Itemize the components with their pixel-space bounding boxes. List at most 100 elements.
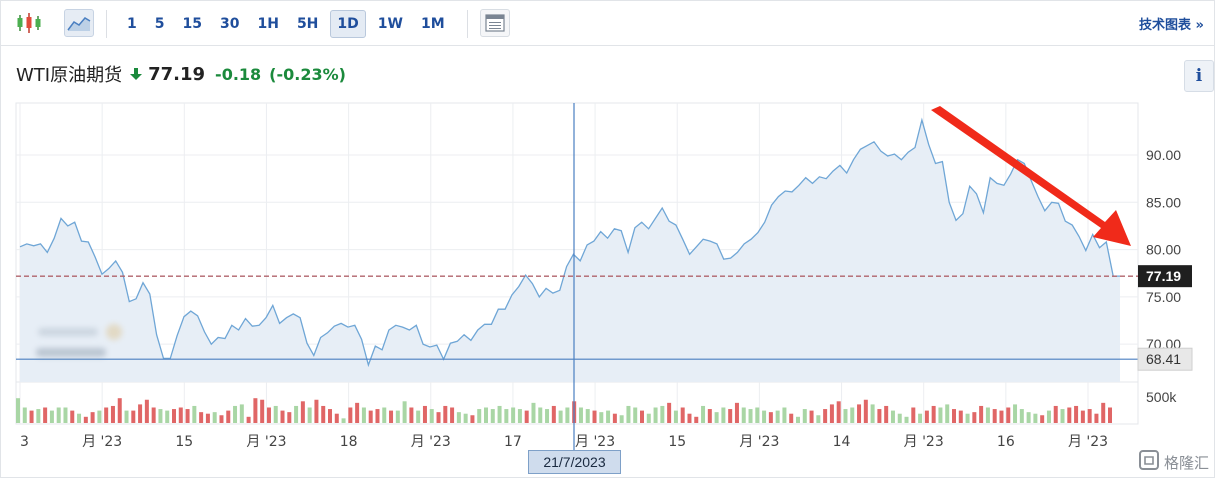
- volume-bar: [178, 407, 183, 423]
- volume-bar: [239, 404, 244, 423]
- volume-bar: [924, 410, 929, 423]
- interval-1w[interactable]: 1W: [377, 16, 403, 32]
- volume-bar: [117, 398, 122, 423]
- volume-bar: [728, 409, 733, 423]
- x-tick-label: 月 '23: [739, 434, 779, 450]
- arrow-down-icon: [130, 67, 143, 81]
- interval-5[interactable]: 5: [154, 16, 165, 32]
- volume-bar: [63, 407, 68, 423]
- data-table-icon[interactable]: [480, 9, 510, 37]
- volume-bar: [1026, 412, 1031, 423]
- x-tick-label: 15: [175, 434, 193, 450]
- volume-bar: [538, 407, 543, 423]
- volume-bar: [952, 409, 956, 423]
- volume-bar: [368, 410, 373, 423]
- last-price-tag: [1138, 265, 1192, 288]
- annotation-arrow: [931, 106, 1131, 246]
- volume-bar: [334, 413, 339, 423]
- volume-bar: [972, 412, 977, 423]
- volume-bar: [1013, 404, 1018, 423]
- x-tick-label: 月 '23: [575, 434, 615, 450]
- volume-bar: [884, 405, 889, 423]
- volume-bar: [734, 402, 739, 423]
- y-tick-label: 85.00: [1146, 194, 1181, 210]
- volume-bar: [395, 410, 400, 423]
- volume-bar: [70, 410, 75, 423]
- technical-chart-link[interactable]: 技术图表 »: [1139, 18, 1204, 32]
- y-tick-label: 80.00: [1146, 242, 1181, 258]
- volume-bar: [1074, 405, 1079, 423]
- volume-bar: [416, 410, 421, 423]
- volume-bar: [850, 407, 855, 423]
- volume-bar: [436, 412, 441, 423]
- toolbar-divider: [467, 10, 468, 38]
- x-tick-label: 18: [340, 434, 358, 450]
- volume-bar: [863, 399, 868, 423]
- interval-1h[interactable]: 1H: [257, 16, 279, 32]
- gelonghui-logo-icon: [1138, 449, 1160, 476]
- volume-bar: [246, 416, 251, 423]
- volume-bar: [22, 407, 27, 423]
- volume-bar: [965, 413, 970, 423]
- volume-bar: [938, 407, 943, 423]
- volume-bar: [287, 412, 292, 423]
- volume-bar: [653, 407, 658, 423]
- volume-bar: [43, 407, 48, 423]
- info-button[interactable]: i: [1184, 60, 1214, 92]
- price-area: [20, 120, 1120, 382]
- volume-bar: [158, 409, 163, 423]
- area-chart-icon[interactable]: [64, 9, 94, 37]
- volume-bar: [1108, 407, 1112, 423]
- interval-5h[interactable]: 5H: [296, 16, 319, 32]
- volume-bar: [578, 407, 583, 423]
- volume-bar: [619, 415, 624, 423]
- volume-bar: [857, 404, 862, 423]
- volume-bar: [49, 410, 54, 423]
- volume-bar: [307, 407, 312, 423]
- volume-bar: [490, 409, 495, 423]
- volume-bar: [782, 407, 787, 423]
- volume-bar: [382, 407, 387, 423]
- volume-bar: [1053, 405, 1058, 423]
- volume-bar: [56, 407, 61, 423]
- interval-1[interactable]: 1: [127, 16, 137, 32]
- volume-bar: [640, 410, 644, 423]
- interval-1d[interactable]: 1D: [330, 10, 366, 38]
- volume-bar: [816, 415, 821, 423]
- volume-bar: [721, 407, 726, 423]
- volume-bar: [565, 407, 570, 423]
- volume-bar: [687, 413, 692, 423]
- volume-bar: [497, 405, 502, 423]
- volume-bar: [77, 413, 82, 423]
- volume-bar: [992, 409, 997, 423]
- interval-1m[interactable]: 1M: [420, 16, 445, 32]
- volume-bar: [36, 409, 41, 423]
- blurred-logo: [34, 322, 130, 366]
- volume-bar: [599, 412, 604, 423]
- volume-bar: [592, 410, 597, 423]
- volume-bar: [429, 409, 434, 423]
- volume-bar: [138, 404, 143, 423]
- volume-bar: [626, 405, 631, 423]
- interval-30[interactable]: 30: [219, 16, 240, 32]
- volume-bar: [266, 407, 271, 423]
- volume-bar: [823, 409, 828, 423]
- interval-15[interactable]: 15: [182, 16, 202, 32]
- price-change: -0.18: [215, 64, 262, 84]
- candlestick-icon[interactable]: [14, 9, 44, 37]
- volume-bar: [456, 412, 461, 423]
- volume-bar: [843, 409, 848, 423]
- volume-bar: [890, 410, 895, 423]
- last-price: 77.19: [148, 63, 206, 85]
- volume-bar: [551, 405, 556, 423]
- volume-bar: [124, 410, 129, 423]
- volume-bar: [511, 407, 516, 423]
- volume-bar: [768, 412, 773, 423]
- volume-bar: [524, 410, 529, 423]
- volume-bar: [958, 410, 963, 423]
- volume-bar: [409, 407, 414, 423]
- volume-bar: [110, 405, 115, 423]
- volume-bar: [802, 409, 807, 423]
- volume-bar: [90, 412, 95, 423]
